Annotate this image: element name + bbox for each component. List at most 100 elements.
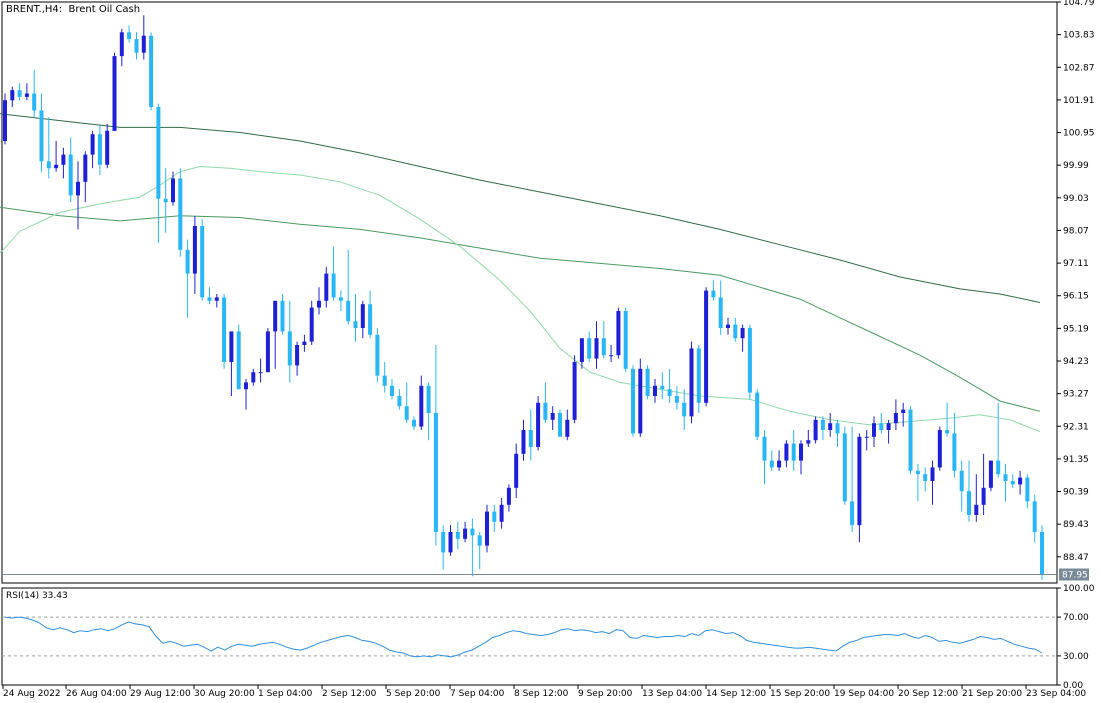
- price-axis-label: 90.39: [1063, 488, 1089, 498]
- candle-body: [718, 297, 723, 328]
- candle-body: [660, 385, 665, 390]
- candle-body: [258, 372, 263, 374]
- rsi-axis-label: 30.00: [1063, 652, 1089, 662]
- candle-body: [477, 535, 482, 546]
- candle-body: [514, 453, 519, 488]
- candle-body: [360, 304, 365, 328]
- candle-body: [952, 433, 957, 471]
- candle-body: [945, 430, 950, 434]
- candle-body: [419, 385, 424, 427]
- candle-body: [24, 93, 29, 97]
- time-axis-label: 23 Sep 04:00: [1026, 689, 1086, 699]
- candle-body: [171, 178, 175, 203]
- candle-body: [850, 501, 855, 526]
- candle-body: [711, 290, 716, 298]
- candle-body: [134, 39, 139, 53]
- candle-body: [112, 56, 117, 131]
- candle-body: [1032, 501, 1037, 532]
- candle-body: [1010, 481, 1015, 485]
- candle-body: [974, 504, 979, 515]
- candle-body: [908, 409, 913, 471]
- candle-body: [163, 198, 168, 203]
- time-axis-label: 19 Sep 04:00: [834, 689, 894, 699]
- candle-body: [346, 300, 351, 322]
- candle-body: [68, 154, 73, 196]
- candle-body: [740, 328, 745, 339]
- time-axis-label: 21 Sep 20:00: [962, 689, 1022, 699]
- candle-body: [769, 460, 774, 468]
- candle-body: [543, 402, 548, 420]
- candle-body: [886, 423, 891, 430]
- price-axis-label: 89.43: [1063, 520, 1089, 530]
- candle-body: [967, 491, 971, 515]
- candle-body: [200, 226, 205, 298]
- candle-body: [382, 375, 387, 386]
- candle-body: [996, 460, 1001, 475]
- candle-body: [244, 382, 248, 390]
- candle-body: [39, 110, 44, 162]
- price-axis-label: 91.35: [1063, 455, 1089, 465]
- candle-body: [528, 430, 533, 447]
- candle-body: [353, 321, 358, 328]
- candle-body: [251, 372, 256, 383]
- candle-body: [448, 532, 453, 553]
- candle-body: [97, 134, 102, 165]
- candle-body: [747, 328, 752, 393]
- time-axis-label: 26 Aug 04:00: [66, 689, 127, 699]
- candle-body: [915, 470, 920, 475]
- candle-body: [616, 311, 621, 356]
- candle-body: [214, 297, 219, 301]
- candle-body: [236, 331, 241, 390]
- candle-body: [587, 338, 592, 359]
- candle-body: [726, 324, 730, 328]
- price-axis-label: 88.47: [1063, 553, 1089, 563]
- candle-body: [433, 413, 438, 532]
- candle-body: [1025, 477, 1030, 502]
- time-axis-label: 9 Sep 20:00: [578, 689, 633, 699]
- candle-body: [141, 35, 146, 53]
- rsi-axis-label: 100.00: [1063, 584, 1095, 594]
- candle-body: [229, 331, 234, 362]
- price-axis-label: 104.79: [1063, 0, 1095, 8]
- candle-body: [302, 341, 307, 345]
- candle-body: [338, 297, 343, 301]
- candle-body: [609, 355, 614, 357]
- candle-body: [492, 511, 497, 522]
- candle-body: [1018, 477, 1023, 485]
- candle-body: [550, 413, 555, 420]
- time-axis-label: 1 Sep 04:00: [258, 689, 313, 699]
- candle-body: [17, 90, 22, 97]
- candle-body: [799, 443, 803, 461]
- candle-body: [828, 423, 833, 430]
- candle-body: [463, 528, 468, 539]
- candle-body: [397, 396, 402, 407]
- candle-body: [981, 487, 986, 505]
- candle-body: [295, 345, 300, 366]
- time-axis-label: 7 Sep 04:00: [450, 689, 505, 699]
- candle-body: [558, 413, 562, 437]
- chart-title: BRENT.,H4: Brent Oil Cash: [6, 4, 141, 15]
- candle-body: [638, 368, 643, 434]
- candle-body: [90, 134, 95, 155]
- candle-body: [412, 419, 416, 427]
- candle-body: [506, 487, 511, 505]
- candle-body: [653, 385, 657, 396]
- candle-body: [682, 402, 687, 417]
- candle-body: [3, 100, 7, 141]
- moving-average-fast: [0, 165, 1041, 433]
- price-panel-frame: [1, 1, 1058, 584]
- candle-body: [280, 300, 285, 332]
- rsi-panel-frame: [1, 587, 1058, 686]
- price-axis-label: 95.19: [1063, 324, 1089, 334]
- candle-body: [32, 93, 37, 111]
- candle-body: [784, 443, 789, 461]
- candle-body: [893, 413, 898, 424]
- candle-body: [733, 324, 738, 339]
- candle-body: [937, 430, 942, 468]
- candle-body: [426, 385, 431, 413]
- candle-body: [696, 348, 701, 403]
- candle-body: [923, 474, 928, 481]
- candle-body: [536, 402, 541, 447]
- candle-body: [565, 419, 570, 437]
